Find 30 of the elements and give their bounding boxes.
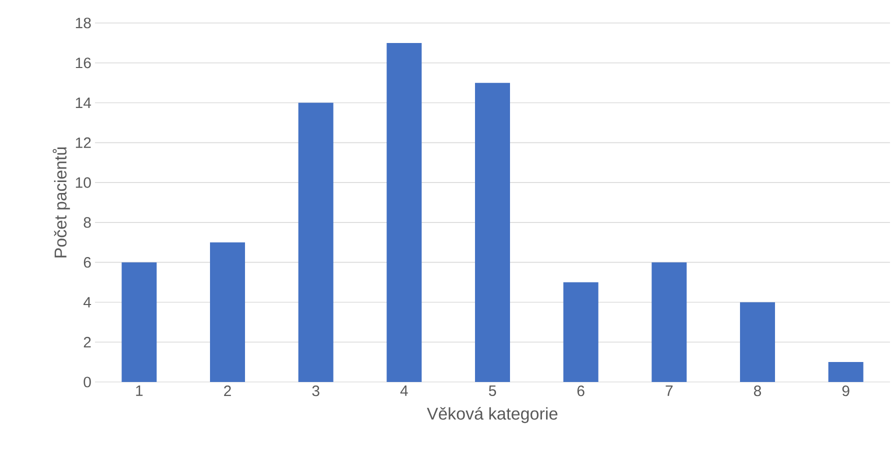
y-tick-label: 8 [84, 217, 91, 228]
x-tick-label: 4 [400, 386, 408, 396]
bar [563, 282, 598, 382]
bar [122, 262, 157, 382]
y-tick-label: 2 [84, 336, 91, 348]
x-tick-label: 2 [224, 386, 231, 396]
y-tick-label: 16 [76, 58, 91, 68]
y-tick-label: 6 [84, 257, 91, 268]
y-tick-label: 18 [76, 18, 91, 28]
y-tick-label: 10 [76, 177, 91, 188]
bar [652, 262, 687, 382]
x-tick-label: 1 [136, 386, 143, 396]
y-axis-title: Počet pacientů [52, 147, 70, 258]
x-tick-label: 7 [666, 386, 673, 396]
y-tick-label: 4 [83, 297, 92, 308]
y-tick-label: 14 [76, 98, 92, 108]
x-tick-label: 9 [842, 386, 850, 396]
y-tick-label: 0 [84, 376, 91, 388]
bar [210, 242, 246, 382]
x-tick-label: 6 [577, 386, 584, 396]
bar [740, 302, 776, 382]
bar [475, 82, 510, 382]
x-tick-label: 8 [754, 386, 762, 396]
bar [828, 362, 864, 382]
bar [298, 102, 334, 382]
x-axis-title: Věková kategorie [426, 407, 558, 424]
bar [386, 42, 422, 382]
x-tick-label: 5 [488, 386, 496, 396]
x-tick-label: 3 [312, 386, 320, 396]
y-tick-label: 12 [76, 137, 91, 148]
